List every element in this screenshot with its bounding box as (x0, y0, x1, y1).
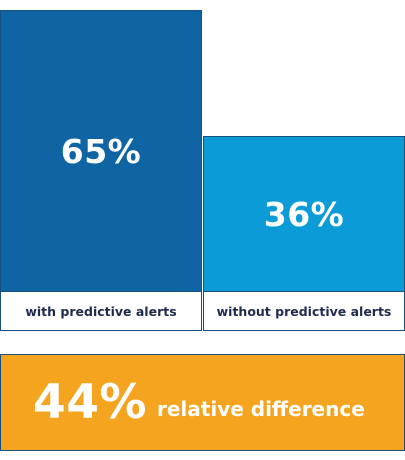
category-label: with predictive alerts (0, 291, 202, 331)
summary-text: relative difference (157, 396, 365, 421)
bar-1: 65% (0, 10, 202, 292)
category-label: without predictive alerts (203, 291, 405, 331)
bar-2: 36% (203, 136, 405, 292)
bar-value-label: 36% (263, 194, 345, 234)
summary-box: 44% relative difference (0, 354, 405, 451)
summary-value: 44% (33, 375, 147, 430)
bar-chart: 65% with predictive alerts 36% without pred… (0, 10, 405, 331)
bar-value-label: 65% (60, 131, 142, 171)
